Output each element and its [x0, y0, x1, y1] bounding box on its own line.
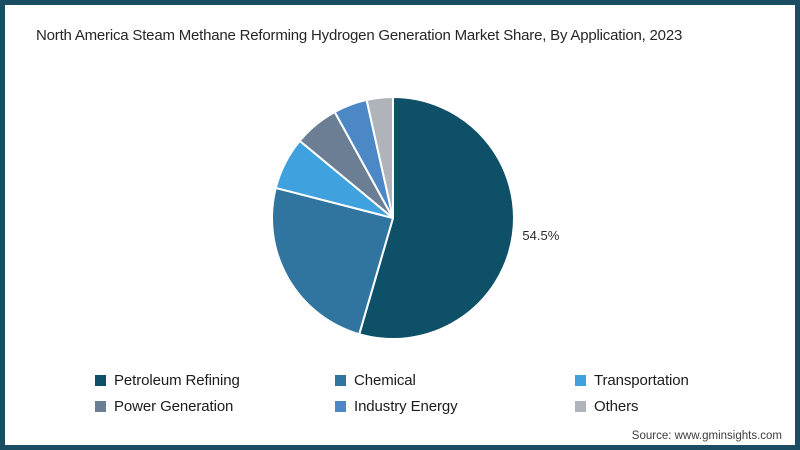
- legend-item-chemical: Chemical: [335, 368, 575, 392]
- pie-slice-petroleum-refining: [358, 96, 515, 340]
- chart-title: North America Steam Methane Reforming Hy…: [36, 27, 683, 44]
- legend-swatch-petroleum-refining: [95, 374, 106, 386]
- source-credit: Source: www.gminsights.com: [631, 430, 782, 442]
- legend-item-others: Others: [575, 394, 755, 418]
- legend-swatch-power-generation: [95, 400, 106, 412]
- pie-data-label: 54.5%: [522, 228, 559, 243]
- legend-swatch-others: [575, 400, 586, 412]
- pie-slice-others: [365, 95, 394, 219]
- legend-swatch-transportation: [575, 374, 586, 386]
- legend-item-petroleum-refining: Petroleum Refining: [95, 368, 335, 392]
- legend-label: Power Generation: [114, 397, 234, 415]
- legend-label: Transportation: [594, 371, 689, 389]
- legend-swatch-industry-energy: [335, 400, 346, 412]
- legend-item-power-generation: Power Generation: [95, 394, 335, 418]
- legend-label: Industry Energy: [354, 397, 458, 415]
- legend-label: Petroleum Refining: [114, 371, 240, 389]
- legend-label: Chemical: [354, 371, 416, 389]
- legend-swatch-chemical: [335, 374, 346, 386]
- legend-label: Others: [594, 397, 639, 415]
- legend-item-transportation: Transportation: [575, 368, 755, 392]
- pie-slice-chemical: [271, 186, 394, 336]
- legend: Petroleum Refining Chemical Transportation…: [95, 368, 755, 418]
- legend-item-industry-energy: Industry Energy: [335, 394, 575, 418]
